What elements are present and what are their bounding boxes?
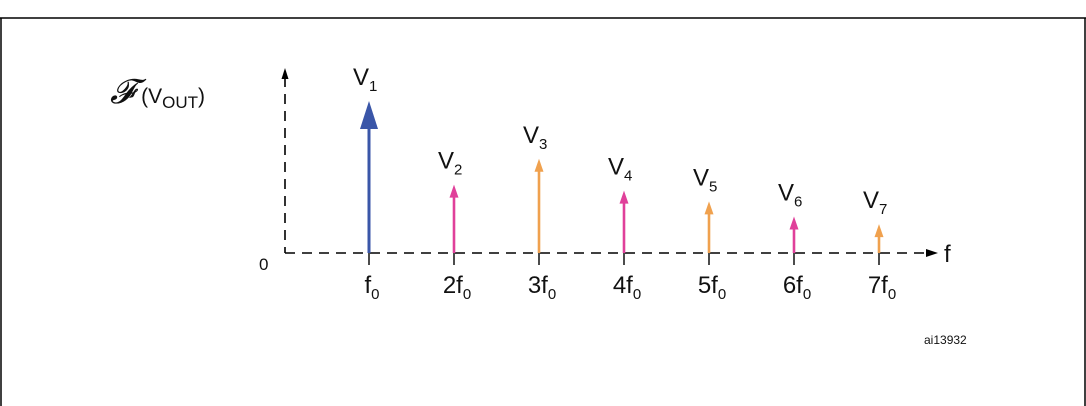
harmonic-amplitude-label: V6 — [778, 180, 802, 211]
y-axis-label: 𝓕 (VOUT) — [110, 72, 205, 112]
harmonic-arrowhead — [789, 216, 799, 230]
harmonic-amplitude-label: V7 — [863, 187, 887, 218]
origin-label: 0 — [259, 255, 268, 274]
frequency-tick-label: f0 — [364, 272, 379, 303]
harmonic-amplitude-label: V3 — [523, 122, 547, 153]
harmonic-arrowhead — [704, 201, 714, 215]
frequency-tick-label: 2f0 — [443, 272, 471, 303]
harmonic-amplitude-label: V1 — [353, 64, 377, 95]
frequency-tick-label: 6f0 — [783, 272, 811, 303]
harmonic-arrowhead — [619, 190, 629, 204]
harmonics-group: V1 f0 V2 2f0 V3 3f0 V4 4f0 V5 5f0 V6 6f0 V7 7f0 — [353, 64, 896, 303]
harmonic-arrowhead — [874, 224, 884, 238]
harmonic-amplitude-label: V5 — [693, 164, 717, 195]
x-axis-label: f — [944, 241, 951, 268]
harmonic-arrowhead — [534, 158, 544, 172]
harmonic-amplitude-label: V2 — [438, 148, 462, 179]
y-axis-arrowhead — [281, 68, 289, 79]
harmonic-arrowhead — [360, 101, 378, 129]
harmonic-amplitude-label: V4 — [608, 154, 632, 185]
frequency-tick-label: 5f0 — [698, 272, 726, 303]
figure-border — [0, 17, 1086, 406]
frequency-tick-label: 4f0 — [613, 272, 641, 303]
x-axis-arrowhead — [926, 249, 938, 257]
frequency-tick-label: 7f0 — [868, 272, 896, 303]
figure-id: ai13932 — [924, 333, 967, 347]
harmonic-arrowhead — [449, 184, 459, 198]
frequency-tick-label: 3f0 — [528, 272, 556, 303]
